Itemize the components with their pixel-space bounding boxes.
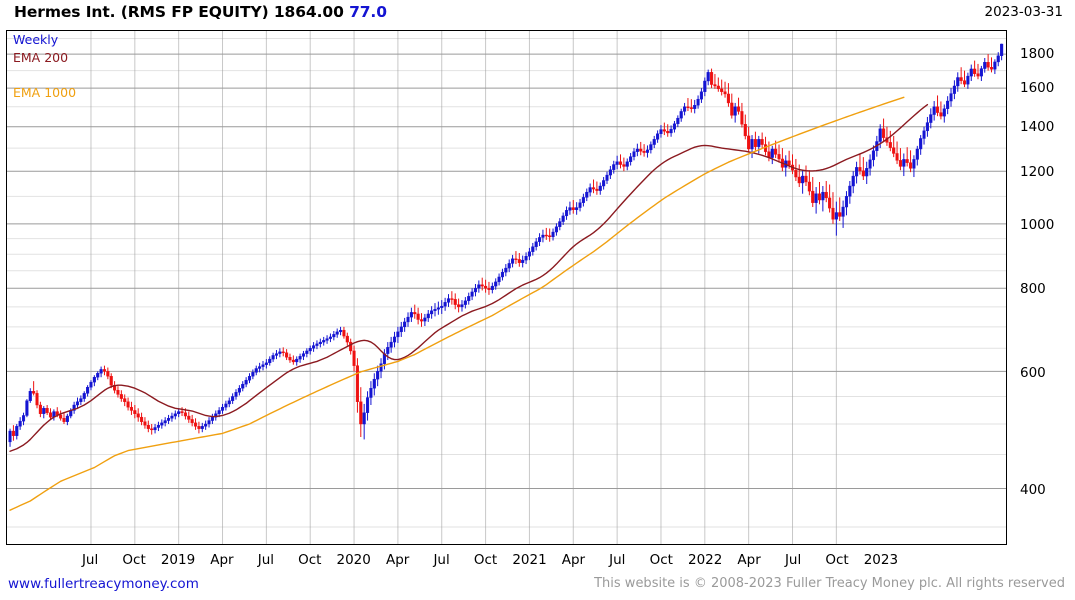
y-axis-tick-label: 400 — [1020, 482, 1046, 499]
x-axis-tick-label: 2020 — [336, 552, 371, 568]
y-axis-tick-label: 1600 — [1020, 80, 1055, 97]
ma-line-ema-1000 — [9, 96, 905, 511]
x-axis-tick-label: Apr — [737, 552, 761, 568]
instrument-title: Hermes Int. (RMS FP EQUITY) 1864.00 77.0 — [14, 3, 387, 21]
x-axis-tick-label: Oct — [473, 552, 498, 568]
chart-header: Hermes Int. (RMS FP EQUITY) 1864.00 77.0… — [0, 0, 1075, 28]
x-axis-tick-label: 2023 — [863, 552, 899, 568]
x-axis-tick-label: 2019 — [160, 552, 196, 568]
copyright-notice: This website is © 2008-2023 Fuller Treac… — [594, 576, 1065, 591]
x-axis-tick-label: Oct — [122, 552, 146, 568]
y-axis-labels: 400 600 800 1000 1200 1400 1600 1800 — [1012, 30, 1074, 545]
x-axis-tick-label: Jul — [784, 552, 802, 568]
x-axis-tick-label: 2022 — [688, 552, 723, 568]
x-axis-tick-label: Oct — [825, 552, 849, 568]
x-axis-tick-label: Apr — [561, 552, 586, 568]
price-chart-canvas — [7, 31, 1006, 544]
grid-vertical — [90, 31, 837, 544]
instrument-name-and-price: Hermes Int. (RMS FP EQUITY) 1864.00 — [14, 3, 344, 21]
y-axis-tick-label: 1000 — [1020, 216, 1055, 233]
x-axis-tick-label: Apr — [386, 552, 410, 568]
x-axis-tick-label: Oct — [298, 552, 322, 568]
ma-line-ema-200 — [9, 103, 929, 452]
chart-date: 2023-03-31 — [984, 4, 1063, 20]
y-axis-tick-label: 1200 — [1020, 163, 1055, 180]
chart-plot-area — [6, 30, 1007, 545]
y-axis-tick-label: 1800 — [1020, 46, 1055, 63]
grid-major — [7, 53, 1006, 489]
x-axis-tick-label: Apr — [210, 552, 234, 568]
x-axis-tick-label: Oct — [649, 552, 673, 568]
y-axis-tick-label: 800 — [1020, 281, 1046, 298]
x-axis-tick-label: Jul — [81, 552, 99, 568]
x-axis-tick-label: Jul — [609, 552, 626, 568]
grid-minor — [7, 38, 1006, 528]
y-axis-tick-label: 600 — [1020, 364, 1046, 381]
x-axis-labels: Jul Oct 2019 Apr Jul Oct 2020 Apr Jul Oct 2021 Apr J… — [6, 546, 1007, 572]
price-change: 77.0 — [349, 3, 387, 21]
site-url[interactable]: www.fullertreacymoney.com — [8, 576, 199, 592]
x-axis-tick-label: 2021 — [512, 552, 547, 568]
x-axis-tick-label: Jul — [257, 552, 275, 568]
x-axis-tick-label: Jul — [433, 552, 450, 568]
y-axis-tick-label: 1400 — [1020, 119, 1055, 136]
candlestick-series — [8, 43, 1004, 447]
